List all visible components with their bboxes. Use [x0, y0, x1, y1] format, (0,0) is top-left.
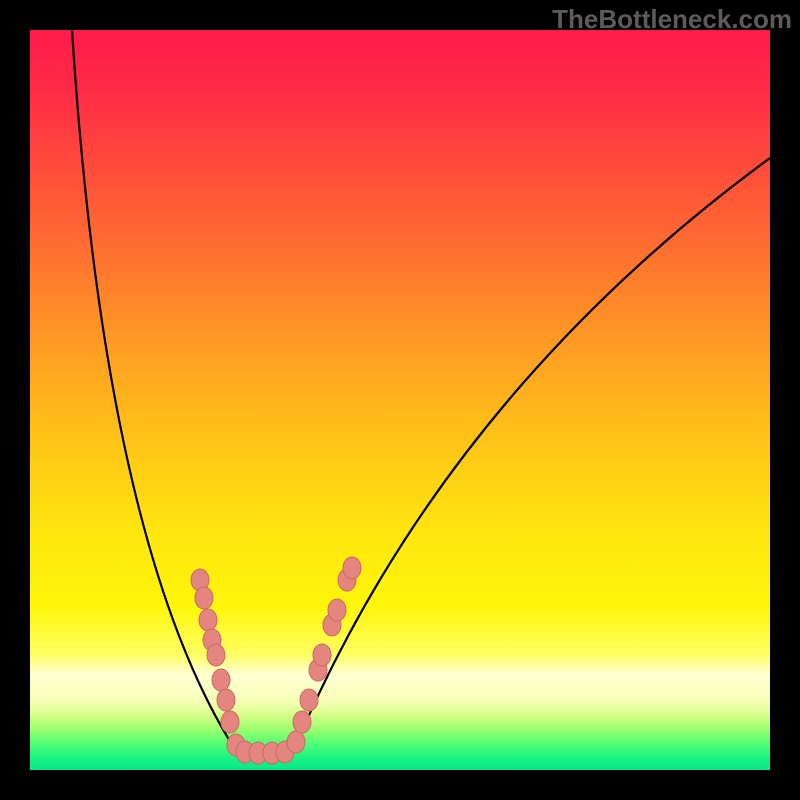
chart-container: TheBottleneck.com — [0, 0, 800, 800]
data-marker — [343, 557, 361, 579]
data-marker — [313, 644, 331, 666]
gradient-background — [30, 30, 770, 770]
data-marker — [287, 731, 305, 753]
data-marker — [199, 609, 217, 631]
bottleneck-chart — [0, 0, 800, 800]
data-marker — [300, 689, 318, 711]
data-marker — [293, 711, 311, 733]
data-marker — [212, 669, 230, 691]
data-marker — [207, 644, 225, 666]
data-marker — [195, 587, 213, 609]
data-marker — [328, 599, 346, 621]
data-marker — [221, 711, 239, 733]
data-marker — [217, 689, 235, 711]
watermark-text: TheBottleneck.com — [552, 4, 792, 35]
